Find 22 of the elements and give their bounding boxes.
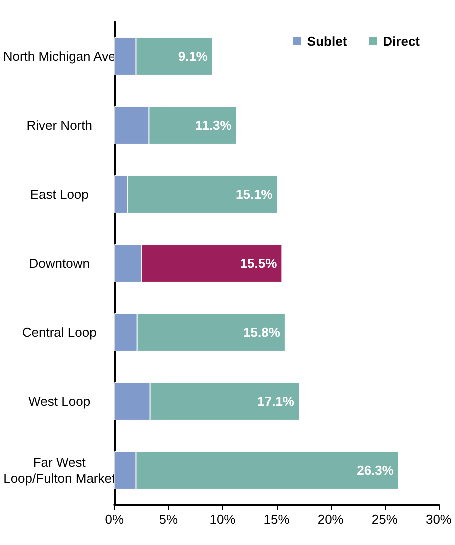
x-tick-label: 30% <box>426 512 452 527</box>
y-tick-label: Far West Loop/Fulton Market <box>4 455 116 486</box>
y-tick-label: River North <box>26 118 92 133</box>
x-tick-label: 0% <box>105 512 124 527</box>
x-tick-label: 10% <box>210 512 236 527</box>
x-tick-label: 5% <box>159 512 178 527</box>
total-label: 9.1% <box>178 49 208 64</box>
y-tick-label: East Loop <box>30 187 89 202</box>
total-label: 15.5% <box>240 256 278 271</box>
total-label: 11.3% <box>196 118 232 133</box>
x-tick-label: 15% <box>264 512 290 527</box>
y-tick-label: Central Loop <box>22 325 97 340</box>
total-label: 15.1% <box>236 187 274 202</box>
legend-label: Direct <box>383 34 421 49</box>
y-tick-label: Downtown <box>29 256 90 271</box>
x-tick-label: 25% <box>372 512 398 527</box>
legend-label: Sublet <box>307 34 348 49</box>
total-label: 17.1% <box>258 394 295 409</box>
total-label: 15.8% <box>244 325 281 340</box>
total-label: 26.3% <box>357 463 394 478</box>
y-tick-label: West Loop <box>28 394 91 409</box>
x-tick-label: 20% <box>318 512 344 527</box>
